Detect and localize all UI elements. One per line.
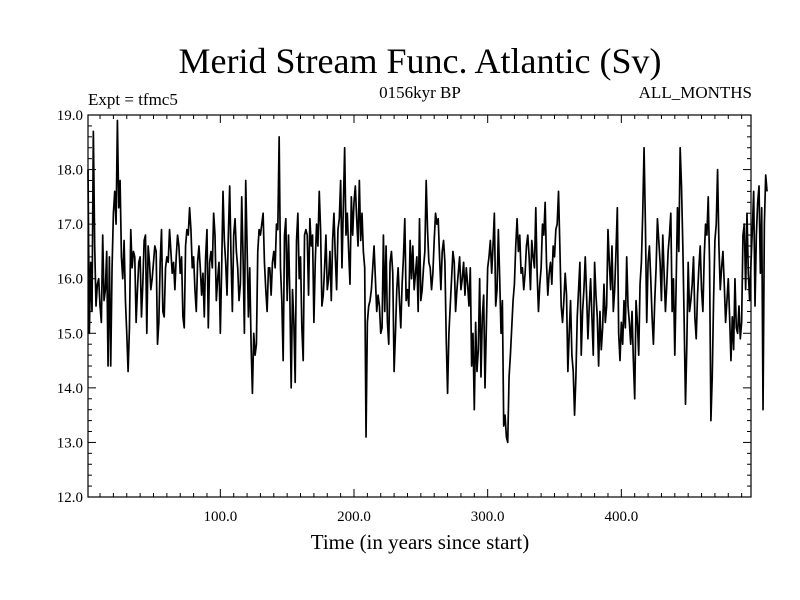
x-tick-label: 300.0	[471, 509, 505, 525]
plot-frame	[87, 114, 752, 498]
x-tick-label: 200.0	[337, 509, 371, 525]
y-tick-label: 15.0	[57, 326, 83, 342]
y-tick-label: 12.0	[57, 490, 83, 506]
y-tick-label: 16.0	[57, 272, 83, 288]
y-tick-label: 19.0	[57, 108, 83, 124]
y-tick-label: 13.0	[57, 435, 83, 451]
y-tick-label: 17.0	[57, 217, 83, 233]
y-tick-label: 18.0	[57, 163, 83, 179]
x-axis-label: Time (in years since start)	[311, 530, 530, 554]
y-tick-label: 14.0	[57, 381, 83, 397]
experiment-label: Expt = tfmc5	[88, 90, 178, 109]
chart-title: Merid Stream Func. Atlantic (Sv)	[179, 41, 662, 81]
series-line	[87, 119, 768, 444]
plot-area: 12.0 13.0 14.0 15.0 16.0 17.0 18.0 19.0 100.0 200…	[57, 108, 768, 525]
months-label: ALL_MONTHS	[639, 83, 752, 102]
period-label: 0156kyr BP	[379, 83, 461, 102]
x-tick-label: 100.0	[203, 509, 237, 525]
x-tick-label: 400.0	[604, 509, 638, 525]
